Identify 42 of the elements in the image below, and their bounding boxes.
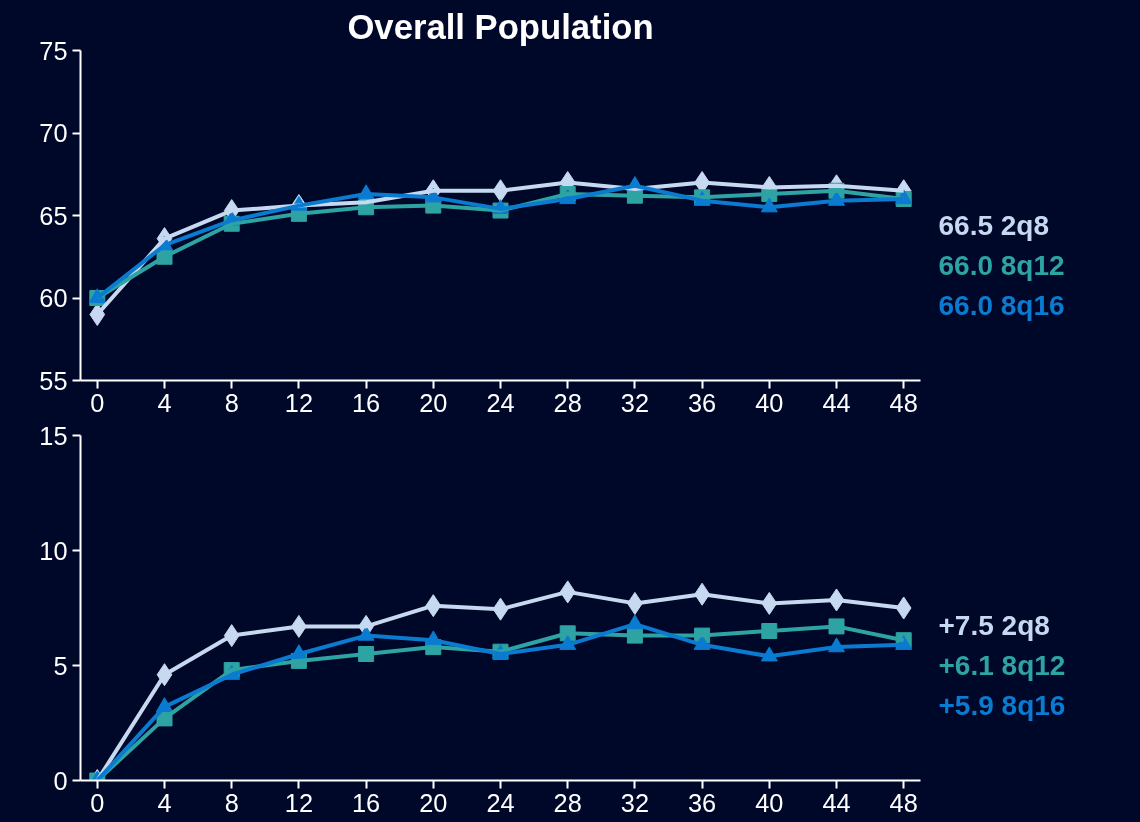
- y-tick-label: 70: [39, 119, 68, 147]
- x-tick-label: 8: [224, 388, 239, 417]
- x-tick-label: 12: [284, 388, 313, 417]
- x-tick-label: 40: [755, 788, 784, 817]
- series-label: 66.0 8q12: [938, 249, 1065, 281]
- x-tick-label: 36: [688, 788, 717, 817]
- x-tick-label: 48: [889, 388, 918, 417]
- series-label: +7.5 2q8: [938, 609, 1050, 641]
- x-tick-label: 20: [419, 388, 448, 417]
- series-label: +5.9 8q16: [938, 689, 1066, 721]
- x-tick-label: 48: [889, 788, 918, 817]
- x-tick-label: 24: [486, 788, 515, 817]
- x-tick-label: 4: [157, 788, 172, 817]
- x-tick-label: 28: [553, 388, 582, 417]
- series-label: +6.1 8q12: [938, 649, 1066, 681]
- x-tick-label: 20: [419, 788, 448, 817]
- x-tick-label: 0: [90, 388, 105, 417]
- chart-title: Overall Population: [347, 7, 654, 46]
- x-tick-label: 32: [620, 388, 649, 417]
- x-tick-label: 24: [486, 388, 515, 417]
- x-tick-label: 32: [620, 788, 649, 817]
- x-tick-label: 8: [224, 788, 239, 817]
- y-tick-label: 0: [53, 766, 68, 795]
- y-tick-label: 55: [39, 366, 68, 395]
- x-tick-label: 4: [157, 388, 172, 417]
- x-tick-label: 12: [284, 788, 313, 817]
- x-tick-label: 16: [352, 388, 381, 417]
- y-tick-label: 65: [39, 201, 68, 230]
- y-tick-label: 5: [53, 651, 68, 680]
- text: 66.0 8q16: [938, 289, 1065, 321]
- x-tick-label: 28: [553, 788, 582, 817]
- x-tick-label: 44: [822, 388, 851, 417]
- x-tick-label: 40: [755, 388, 784, 417]
- x-tick-label: 36: [688, 388, 717, 417]
- y-tick-label: 15: [39, 421, 68, 450]
- x-tick-label: 0: [90, 788, 105, 817]
- y-tick-label: 60: [39, 284, 68, 312]
- y-tick-label: 10: [39, 536, 68, 565]
- y-tick-label: 75: [39, 36, 68, 65]
- x-tick-label: 16: [352, 788, 381, 817]
- x-tick-label: 44: [822, 788, 851, 817]
- series-label: 66.5 2q8: [938, 209, 1050, 241]
